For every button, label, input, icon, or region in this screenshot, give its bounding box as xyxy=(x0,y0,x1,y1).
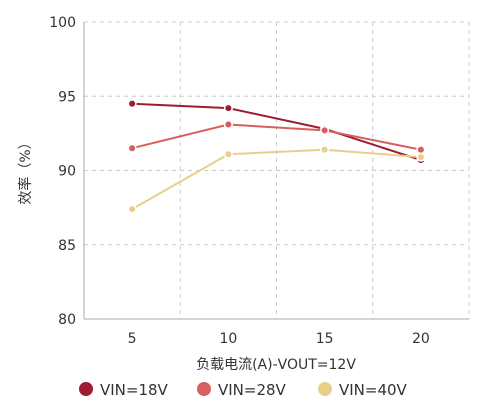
y-tick-label: 85 xyxy=(58,238,76,254)
data-point xyxy=(416,145,426,155)
y-axis-title: 效率（%） xyxy=(17,135,34,204)
data-point xyxy=(320,145,330,155)
legend-marker xyxy=(318,382,332,396)
legend-label: VIN=18V xyxy=(100,381,169,399)
series-line-1 xyxy=(131,123,422,151)
y-tick-label: 100 xyxy=(49,15,76,31)
data-point xyxy=(127,99,137,109)
legend-item: VIN=18V xyxy=(79,381,169,399)
data-point xyxy=(223,149,233,159)
y-tick-label: 95 xyxy=(58,89,76,105)
tick-layer: 80 85 90 95 100 5 10 15 20 xyxy=(49,15,430,347)
x-tick-label: 15 xyxy=(316,331,334,347)
legend-item: VIN=28V xyxy=(197,381,287,399)
y-tick-label: 80 xyxy=(58,312,76,328)
legend-item: VIN=40V xyxy=(318,381,408,399)
legend-marker xyxy=(197,382,211,396)
legend-label: VIN=28V xyxy=(218,381,287,399)
data-point xyxy=(320,125,330,135)
series-layer xyxy=(127,99,426,214)
series-line-2 xyxy=(131,148,421,210)
legend-label: VIN=40V xyxy=(339,381,408,399)
data-point xyxy=(223,103,233,113)
data-point xyxy=(127,143,137,153)
x-tick-label: 10 xyxy=(219,331,237,347)
y-tick-label: 90 xyxy=(58,164,76,180)
x-tick-label: 20 xyxy=(412,331,430,347)
axis-layer xyxy=(83,22,469,320)
data-point xyxy=(416,152,426,162)
legend: VIN=18V VIN=28V VIN=40V xyxy=(79,381,408,399)
legend-marker xyxy=(79,382,93,396)
grid-layer xyxy=(84,21,470,319)
data-point xyxy=(127,204,137,214)
x-axis-title: 负载电流(A)-VOUT=12V xyxy=(196,357,356,373)
x-tick-label: 5 xyxy=(128,331,137,347)
series-line-0 xyxy=(132,102,422,162)
data-point xyxy=(223,119,233,130)
